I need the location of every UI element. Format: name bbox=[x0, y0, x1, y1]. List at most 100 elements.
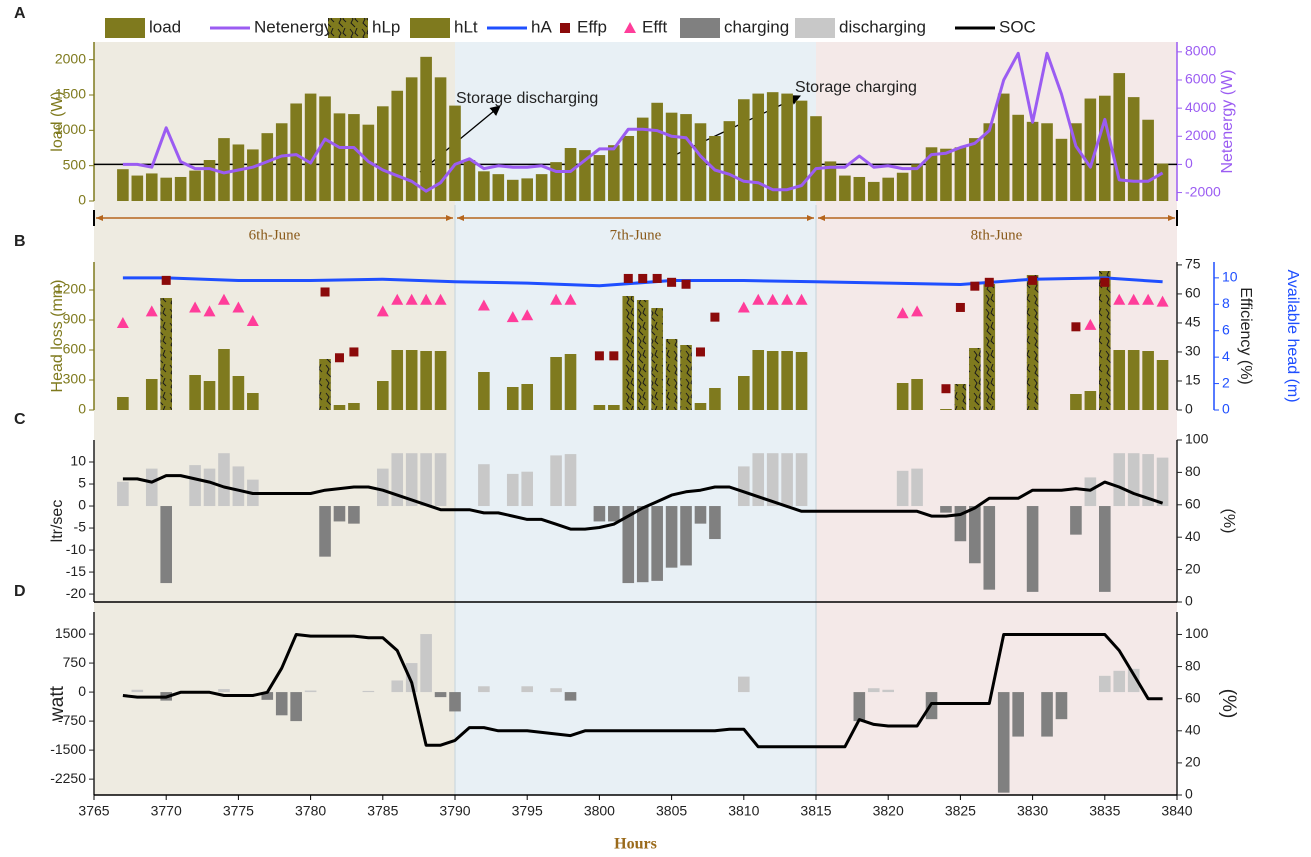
bar bbox=[478, 464, 490, 507]
y-tick-label: -5 bbox=[74, 519, 87, 535]
bar bbox=[853, 692, 866, 722]
bar bbox=[1099, 95, 1111, 201]
y2-tick-label: 6000 bbox=[1185, 71, 1216, 87]
legend-label: hA bbox=[531, 17, 552, 36]
bar bbox=[1127, 97, 1140, 201]
bar bbox=[564, 148, 577, 201]
legend-swatch bbox=[624, 22, 636, 33]
bar bbox=[449, 692, 461, 712]
bar bbox=[1113, 350, 1126, 410]
bar bbox=[969, 506, 981, 564]
panel-label: D bbox=[14, 583, 26, 600]
bar bbox=[348, 114, 360, 201]
y-tick-label: 1500 bbox=[55, 86, 86, 102]
y-tick-label: 600 bbox=[63, 341, 87, 357]
legend-swatch bbox=[105, 18, 145, 38]
bar bbox=[781, 453, 793, 507]
bar bbox=[608, 506, 620, 522]
bar bbox=[651, 308, 663, 410]
legend-swatch bbox=[410, 18, 450, 38]
x-tick-label: 3795 bbox=[512, 803, 543, 819]
bar bbox=[738, 466, 750, 507]
x-tick-label: 3835 bbox=[1089, 803, 1120, 819]
point bbox=[609, 351, 619, 361]
bar bbox=[145, 173, 158, 201]
point bbox=[710, 312, 720, 322]
bar bbox=[521, 384, 533, 410]
point bbox=[320, 287, 330, 297]
annotation: Storage discharging bbox=[456, 90, 598, 107]
bar bbox=[405, 350, 418, 410]
y3-tick-label: 4 bbox=[1222, 348, 1230, 364]
bar bbox=[1055, 138, 1068, 201]
y3-tick-label: 10 bbox=[1222, 269, 1238, 285]
y-tick-label: 2000 bbox=[55, 50, 86, 66]
bar bbox=[867, 181, 880, 201]
point bbox=[203, 305, 216, 317]
bar bbox=[997, 93, 1010, 201]
point bbox=[506, 311, 519, 323]
bar bbox=[1026, 506, 1039, 592]
bar bbox=[853, 176, 866, 201]
line bbox=[122, 276, 1163, 288]
y-tick-label: -10 bbox=[66, 541, 86, 557]
bar bbox=[709, 506, 721, 540]
point bbox=[594, 351, 604, 361]
y2-axis-label: (%) bbox=[1220, 509, 1237, 534]
bar bbox=[1156, 360, 1169, 410]
bar bbox=[218, 453, 230, 507]
bar bbox=[478, 171, 490, 201]
bar bbox=[333, 113, 346, 201]
bar bbox=[521, 686, 533, 693]
bar bbox=[636, 300, 649, 410]
y-tick-label: -20 bbox=[66, 585, 86, 601]
bar bbox=[160, 177, 172, 201]
legend-label: discharging bbox=[839, 17, 926, 36]
bar bbox=[738, 676, 750, 693]
bar bbox=[275, 123, 288, 201]
bar bbox=[940, 409, 952, 410]
bar bbox=[405, 663, 418, 693]
bar bbox=[420, 351, 432, 410]
bar bbox=[665, 506, 678, 568]
bar bbox=[1084, 391, 1097, 410]
bar bbox=[651, 506, 663, 581]
bar bbox=[636, 117, 649, 201]
legend-swatch bbox=[680, 18, 720, 38]
point bbox=[405, 293, 418, 305]
bar bbox=[203, 160, 216, 201]
point bbox=[681, 279, 691, 289]
x-tick-label: 3805 bbox=[656, 803, 687, 819]
bar bbox=[896, 172, 909, 201]
bar bbox=[478, 372, 490, 410]
bar bbox=[882, 177, 894, 201]
bar bbox=[1084, 98, 1097, 201]
point bbox=[1028, 275, 1038, 285]
y2-tick-label: 75 bbox=[1185, 256, 1201, 272]
bar bbox=[608, 145, 620, 201]
bar bbox=[290, 103, 302, 201]
y2-tick-label: 30 bbox=[1185, 343, 1201, 359]
bar bbox=[969, 138, 981, 201]
bar bbox=[810, 116, 822, 201]
bar bbox=[117, 481, 129, 507]
x-tick-label: 3800 bbox=[584, 803, 615, 819]
legend-label: hLp bbox=[372, 17, 400, 36]
bar bbox=[492, 174, 505, 201]
bar bbox=[997, 692, 1010, 793]
bar bbox=[391, 453, 404, 507]
bar bbox=[550, 455, 562, 507]
point bbox=[955, 302, 965, 312]
point bbox=[667, 277, 677, 287]
y2-tick-label: 8000 bbox=[1185, 43, 1216, 59]
x-tick-label: 3810 bbox=[728, 803, 759, 819]
bar bbox=[694, 123, 707, 201]
point bbox=[1084, 318, 1097, 330]
y-tick-label: 10 bbox=[70, 453, 86, 469]
bar bbox=[593, 405, 606, 410]
period-label: 8th-June bbox=[971, 227, 1023, 243]
bar bbox=[478, 686, 490, 693]
bar bbox=[232, 376, 245, 410]
bar bbox=[680, 114, 692, 201]
